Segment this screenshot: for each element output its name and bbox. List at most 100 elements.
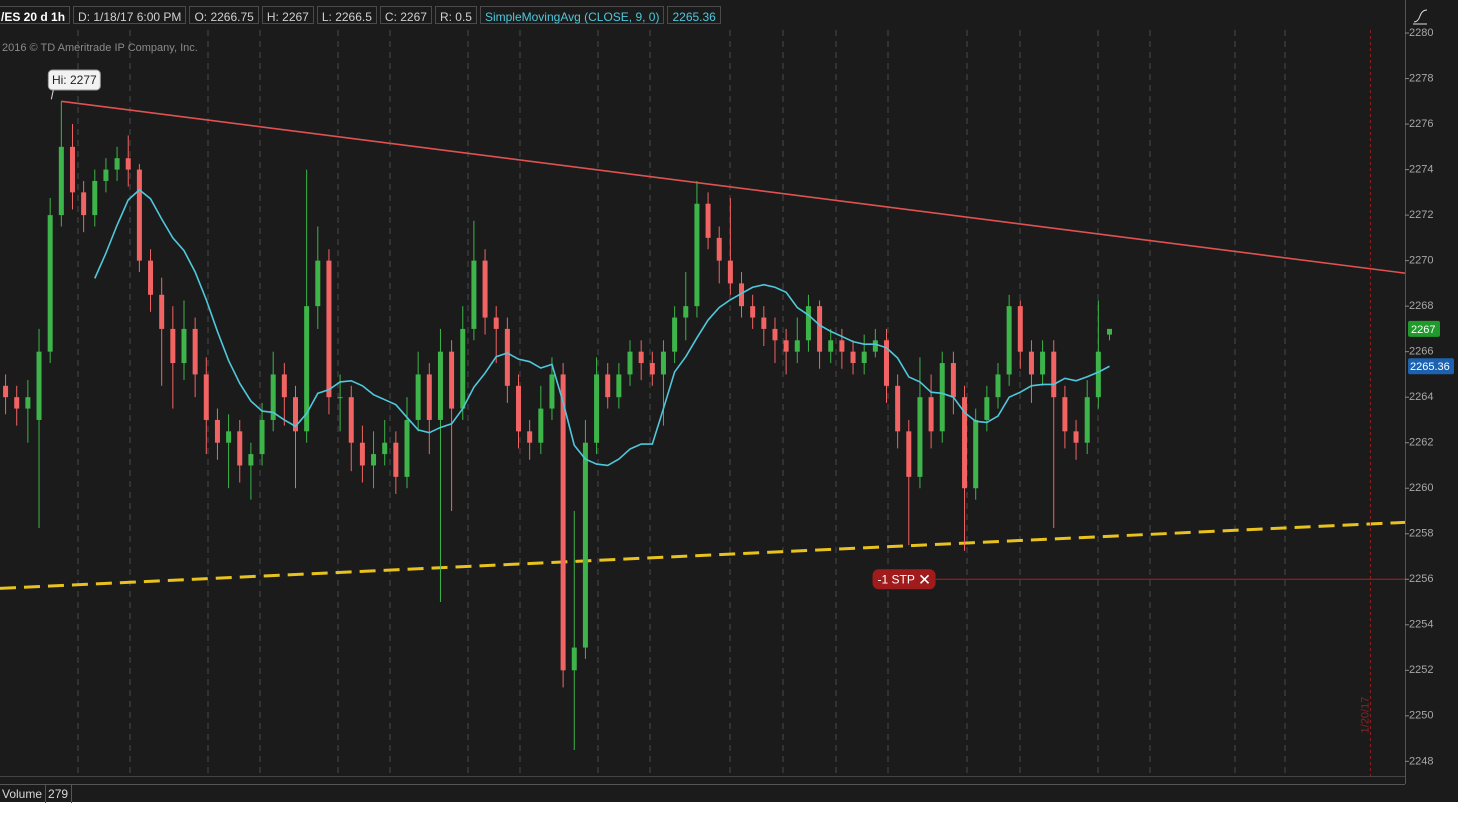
candle-body [683, 306, 689, 318]
candle-body [1062, 397, 1068, 432]
candle-body [549, 374, 555, 409]
candle-body [214, 419, 220, 443]
candle-body [203, 374, 209, 420]
y-tick-label: 2268 [1409, 300, 1433, 312]
header-field: C: 2267 [379, 6, 432, 24]
candle-body [984, 397, 990, 420]
candle-body [1006, 306, 1012, 375]
cancel-icon [919, 574, 930, 584]
candle-body [727, 260, 733, 284]
candle-body [616, 374, 622, 398]
candle-body [516, 385, 522, 432]
candle-body [571, 647, 577, 671]
candle-body [1028, 351, 1034, 375]
candle-body [326, 260, 332, 398]
volume-pane: Volume 279 [0, 784, 1405, 803]
last-price-label: 2267 [1411, 324, 1435, 336]
candle-body [761, 317, 767, 329]
sma-line [94, 188, 1110, 467]
candle-body [259, 419, 265, 455]
header-field: H: 2267 [261, 6, 314, 24]
candle-body [493, 317, 499, 329]
sma-badge-label: 2265.36 [1410, 361, 1450, 373]
candle-body [3, 385, 9, 398]
header-field: L: 2266.5 [316, 6, 377, 24]
y-tick-label: 2270 [1409, 255, 1433, 267]
candle-body [449, 351, 455, 409]
symbol[interactable]: /ES 20 d 1h [0, 6, 71, 24]
candle-body [58, 146, 64, 216]
candle-body [995, 374, 1001, 398]
volume-label: Volume [0, 785, 47, 803]
order-badge [872, 569, 936, 590]
draw-icon[interactable] [1413, 9, 1428, 25]
y-tick-label: 2260 [1409, 482, 1433, 494]
last-price-badge [1408, 320, 1440, 337]
y-tick-label: 2252 [1409, 664, 1433, 676]
volume-value: 279 [46, 785, 73, 803]
candle-body [371, 454, 377, 466]
candle-body [950, 363, 956, 398]
candle-body [482, 260, 488, 318]
candle-body [828, 340, 834, 352]
candle-body [181, 328, 187, 364]
candle-body [192, 328, 198, 375]
trendline [61, 100, 1406, 274]
candle-body [839, 340, 845, 352]
candle-body [594, 374, 600, 443]
candle-body [660, 351, 666, 375]
candle-body [337, 397, 343, 399]
candle-body [1084, 397, 1090, 443]
price-axis-bg [1405, 0, 1458, 784]
candle-body [148, 260, 154, 295]
y-tick-label: 2276 [1409, 118, 1433, 130]
candle-body [939, 363, 945, 432]
y-tick-label: 2250 [1409, 710, 1433, 722]
candle-body [404, 419, 410, 477]
candle-body [426, 374, 432, 420]
candle-body [883, 340, 889, 386]
candle-body [136, 169, 142, 261]
candle-body [962, 397, 968, 489]
y-tick-label: 2272 [1409, 209, 1433, 221]
candle-body [605, 374, 611, 398]
candle-body [1095, 351, 1101, 398]
candle-body [538, 408, 544, 443]
candle-body [850, 351, 856, 364]
candle-body [560, 374, 566, 671]
candle-body [1073, 431, 1079, 443]
sma-badge [1408, 358, 1454, 375]
candle-body [382, 442, 388, 455]
candle-body [783, 340, 789, 352]
candle-body [895, 385, 901, 432]
candle-body [805, 306, 811, 341]
candle-body [772, 328, 778, 341]
y-tick-label: 2262 [1409, 437, 1433, 449]
candle-body [527, 431, 533, 443]
candle-body [460, 328, 466, 409]
order-label: -1 STP [878, 572, 915, 586]
candle-body [415, 374, 421, 420]
hi-label: Hi: 2277 [52, 73, 97, 87]
candle-body [36, 351, 42, 420]
expiry-label: 1/20/17 [1359, 697, 1371, 734]
candle-body [1040, 351, 1046, 375]
candle-body [69, 146, 75, 193]
candle-body [649, 363, 655, 375]
cancel-order[interactable] [919, 574, 930, 584]
candle-body [582, 442, 588, 648]
y-tick-label: 2280 [1409, 27, 1433, 39]
candle-body [170, 328, 176, 364]
candle-body [739, 283, 745, 307]
candle-body [226, 431, 232, 443]
candle-body [237, 431, 243, 466]
candle-body [92, 180, 98, 216]
candle-body [1107, 328, 1113, 335]
y-tick-label: 2274 [1409, 163, 1433, 175]
candle-body [872, 340, 878, 352]
y-tick-label: 2278 [1409, 72, 1433, 84]
candle-body [627, 351, 633, 375]
candle-body [504, 328, 510, 386]
candle-body [716, 237, 722, 261]
